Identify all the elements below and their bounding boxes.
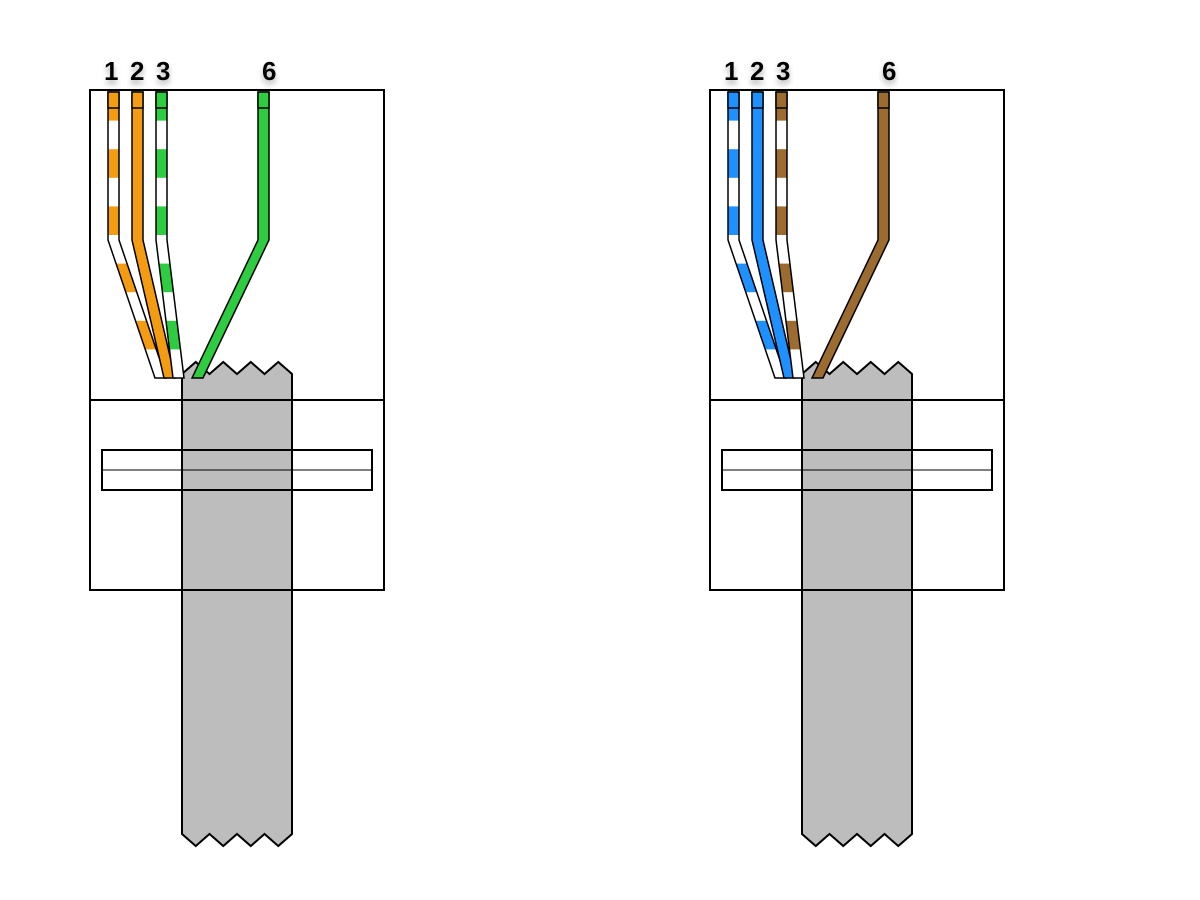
pin-contact-1 bbox=[108, 92, 119, 108]
pin-label-6: 6 bbox=[262, 56, 276, 86]
pin-label-3: 3 bbox=[776, 56, 790, 86]
pin-label-1: 1 bbox=[104, 56, 118, 86]
pin-contact-3 bbox=[776, 92, 787, 108]
cable-sheath-top bbox=[802, 362, 912, 590]
pin-label-2: 2 bbox=[750, 56, 764, 86]
pin-contact-1 bbox=[728, 92, 739, 108]
pin-contact-3 bbox=[156, 92, 167, 108]
cable-sheath-top bbox=[182, 362, 292, 590]
rj45-connector-2: 123 6 bbox=[708, 56, 1004, 846]
pin-label-1: 1 bbox=[724, 56, 738, 86]
pin-contact-6 bbox=[878, 92, 889, 108]
pin-label-6: 6 bbox=[882, 56, 896, 86]
pin-contact-2 bbox=[752, 92, 763, 108]
pin-label-2: 2 bbox=[130, 56, 144, 86]
pin-contact-2 bbox=[132, 92, 143, 108]
rj45-connector-1: 123 6 bbox=[88, 56, 384, 846]
wiring-diagram: 12361236 bbox=[0, 0, 1200, 900]
cable-sheath bbox=[802, 590, 912, 846]
pin-contact-6 bbox=[258, 92, 269, 108]
cable-sheath bbox=[182, 590, 292, 846]
pin-label-3: 3 bbox=[156, 56, 170, 86]
